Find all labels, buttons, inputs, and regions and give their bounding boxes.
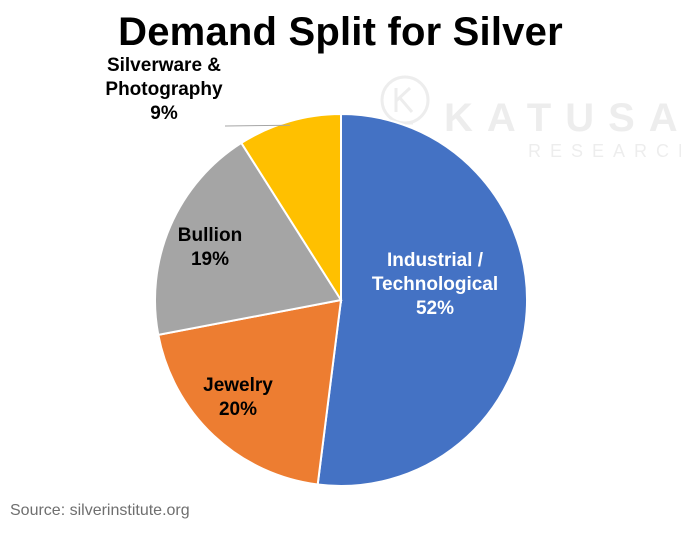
leader-line [224, 124, 291, 127]
slice-category-label: Industrial / [387, 250, 484, 271]
pie-labels: Industrial / Technological 52% Jewelry 20% Bu… [105, 55, 498, 420]
slice-category-label: Technological [372, 274, 498, 295]
slice-label-2: Bullion 19% [178, 225, 242, 270]
pie-slice-industrial-technological [316, 112, 529, 487]
slice-value-label: 19% [191, 249, 229, 270]
slice-label-0: Industrial / Technological 52% [372, 250, 498, 319]
slice-category-label: Jewelry [203, 375, 273, 396]
chart-title: Demand Split for Silver [118, 10, 563, 54]
pie-slice-bullion [154, 141, 343, 337]
source-note: Source: silverinstitute.org [10, 502, 190, 519]
slice-value-label: 9% [150, 103, 178, 124]
slice-value-label: 52% [416, 298, 454, 319]
slice-category-label: Bullion [178, 225, 242, 246]
slice-label-1: Jewelry 20% [203, 375, 273, 420]
pie-slice-silverware-photography [239, 112, 342, 304]
slice-value-label: 20% [219, 399, 257, 420]
pie-slices [154, 112, 529, 487]
pie-slice-jewelry [157, 298, 343, 486]
leader-lines [224, 124, 291, 127]
slice-category-label: Photography [105, 79, 223, 100]
slice-label-3: Silverware & Photography 9% [105, 55, 223, 124]
slice-category-label: Silverware & [107, 55, 221, 76]
